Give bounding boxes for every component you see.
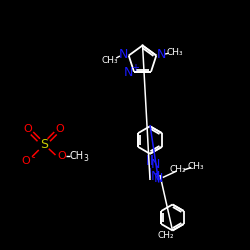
Text: CH₂: CH₂ (169, 165, 186, 174)
Text: CH₂: CH₂ (158, 231, 174, 240)
Text: O: O (57, 151, 66, 161)
Text: CH₃: CH₃ (167, 48, 183, 57)
Text: 3: 3 (83, 154, 88, 163)
Text: O: O (23, 124, 32, 134)
Text: N: N (151, 158, 160, 171)
Text: N: N (151, 170, 160, 183)
Text: N: N (157, 48, 166, 61)
Text: CH₃: CH₃ (188, 162, 204, 171)
Text: -: - (32, 152, 35, 162)
Text: O: O (56, 124, 64, 134)
Text: N: N (154, 172, 164, 185)
Text: N: N (124, 66, 133, 80)
Text: O: O (22, 156, 30, 166)
Text: S: S (40, 138, 48, 151)
Text: CH: CH (69, 151, 83, 161)
Text: N: N (118, 48, 128, 61)
Text: CH₃: CH₃ (102, 56, 118, 65)
Text: +: + (131, 63, 139, 73)
